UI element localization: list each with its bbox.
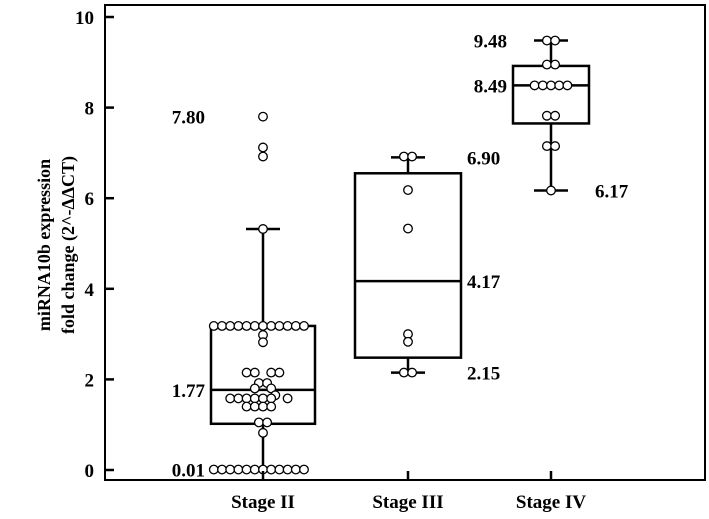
data-point <box>266 320 277 331</box>
y-tick-label: 0 <box>85 461 95 482</box>
data-point <box>249 320 260 331</box>
data-point <box>225 393 236 404</box>
data-point <box>282 320 293 331</box>
value-label: 2.15 <box>467 364 500 385</box>
data-point <box>217 320 227 331</box>
data-point <box>550 59 561 70</box>
data-point <box>258 142 268 153</box>
data-point <box>233 320 244 331</box>
data-point <box>217 464 227 475</box>
y-tick-label: 10 <box>75 8 94 29</box>
x-axis: Stage II Stage III Stage IV <box>231 471 586 513</box>
data-point <box>266 367 277 378</box>
data-point <box>398 367 409 378</box>
data-point <box>249 401 260 412</box>
data-point <box>249 464 260 475</box>
data-point <box>258 320 268 331</box>
data-point <box>529 80 540 91</box>
data-point <box>241 367 252 378</box>
value-label: 6.90 <box>467 148 500 169</box>
data-point <box>282 393 293 404</box>
data-point <box>562 80 573 91</box>
data-point <box>554 80 565 91</box>
data-point <box>403 336 413 347</box>
value-label: 7.80 <box>172 108 205 129</box>
y-tick-label: 6 <box>85 189 95 210</box>
data-point <box>299 320 309 331</box>
data-point <box>403 223 413 234</box>
data-point <box>208 464 219 475</box>
data-point <box>233 393 244 404</box>
data-point <box>541 141 552 152</box>
data-point <box>241 320 252 331</box>
data-point <box>546 185 556 196</box>
data-point <box>403 185 413 195</box>
data-point <box>241 393 252 404</box>
data-point <box>550 141 561 152</box>
data-point <box>249 393 260 404</box>
data-point <box>398 151 409 162</box>
data-point <box>258 224 268 234</box>
data-point <box>266 393 277 404</box>
y-tick-label: 2 <box>85 370 95 391</box>
value-label: 9.48 <box>474 32 507 53</box>
x-category-label: Stage III <box>372 492 443 513</box>
data-point <box>258 393 268 404</box>
data-point <box>290 320 301 331</box>
value-label: 0.01 <box>172 461 205 482</box>
value-label: 6.17 <box>595 181 629 202</box>
y-axis-title-line-2: fold change (2^-ΔΔCT) <box>58 156 79 334</box>
data-point <box>258 427 268 438</box>
annotations-layer: 7.80 1.77 0.01 6.90 4.17 2.15 9.48 8.49 6.17 <box>172 32 629 482</box>
data-point <box>274 464 285 475</box>
data-point <box>233 464 244 475</box>
data-point <box>249 367 260 378</box>
y-axis: 0 2 4 6 8 10 <box>75 8 114 482</box>
data-point <box>208 320 219 331</box>
data-point <box>537 80 548 91</box>
data-point <box>258 151 268 162</box>
data-point <box>258 401 268 412</box>
data-point <box>407 151 418 162</box>
value-label: 8.49 <box>474 76 507 97</box>
data-point <box>274 367 285 378</box>
data-point <box>541 59 552 70</box>
data-point <box>262 417 273 428</box>
x-category-label: Stage II <box>231 492 295 513</box>
data-point <box>241 464 252 475</box>
box-iqr <box>353 172 463 359</box>
x-category-label: Stage IV <box>516 492 586 513</box>
y-tick-label: 8 <box>85 99 95 120</box>
data-point <box>266 401 277 412</box>
points-layer <box>208 35 573 475</box>
data-point <box>550 110 561 121</box>
y-axis-title-line-1: miRNA10b expression <box>34 159 54 331</box>
data-point <box>290 464 301 475</box>
data-point <box>274 320 285 331</box>
data-point <box>546 80 556 91</box>
data-point <box>407 367 418 378</box>
data-point <box>299 464 309 475</box>
data-point <box>541 110 552 121</box>
y-axis-title: miRNA10b expression fold change (2^-ΔΔCT… <box>34 156 79 334</box>
value-label: 1.77 <box>172 381 206 402</box>
value-label: 4.17 <box>467 272 501 293</box>
data-point <box>249 383 260 394</box>
data-point <box>258 111 268 122</box>
data-point <box>258 337 268 348</box>
data-point <box>225 464 236 475</box>
data-point <box>282 464 293 475</box>
y-tick-label: 4 <box>85 280 95 301</box>
data-point <box>266 464 277 475</box>
data-point <box>550 35 561 46</box>
data-point <box>241 401 252 412</box>
data-point <box>253 417 264 428</box>
data-point <box>225 320 236 331</box>
data-point <box>541 35 552 46</box>
plot-frame <box>104 4 706 481</box>
